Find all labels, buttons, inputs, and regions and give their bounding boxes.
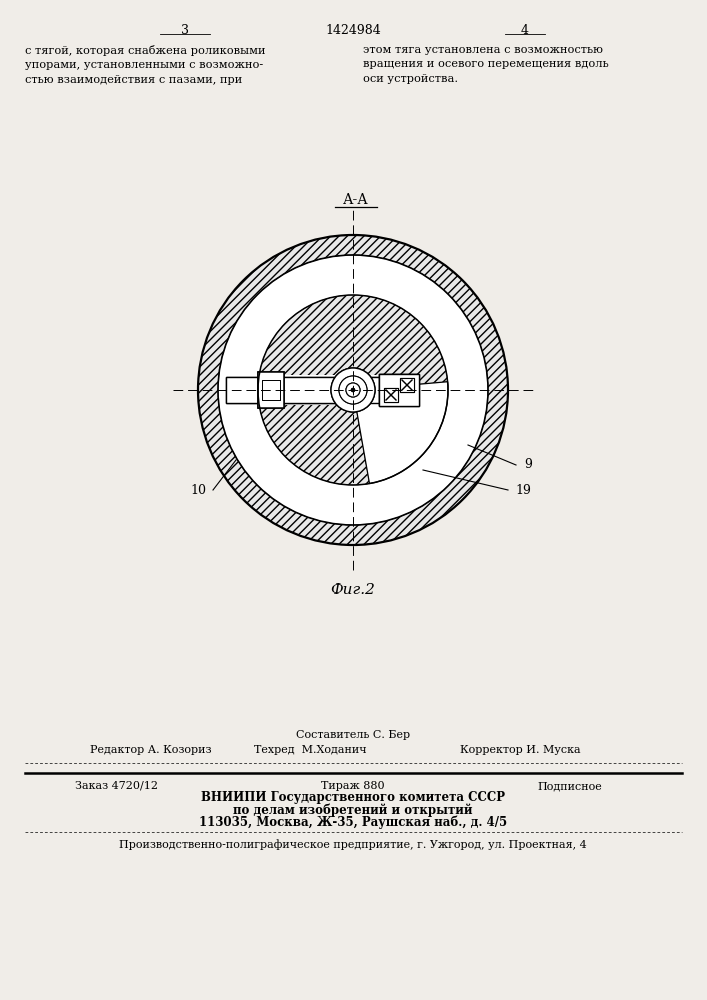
Wedge shape	[353, 382, 448, 484]
Text: 19: 19	[515, 484, 531, 496]
Text: этом тяга установлена с возможностью
вращения и осевого перемещения вдоль
oси ус: этом тяга установлена с возможностью вра…	[363, 45, 609, 84]
Text: 1424984: 1424984	[325, 23, 381, 36]
Text: ВНИИПИ Государственного комитета СССР: ВНИИПИ Государственного комитета СССР	[201, 792, 505, 804]
Bar	[262, 380, 280, 400]
Bar	[258, 372, 284, 408]
Circle shape	[351, 388, 355, 392]
Text: Подписное: Подписное	[537, 781, 602, 791]
Bar	[224, 375, 410, 405]
Circle shape	[331, 368, 375, 412]
Text: по делам изобретений и открытий: по делам изобретений и открытий	[233, 803, 473, 817]
Circle shape	[346, 383, 360, 397]
Bar	[400, 378, 414, 392]
Text: 3: 3	[181, 23, 189, 36]
Circle shape	[198, 235, 508, 545]
Wedge shape	[258, 295, 448, 485]
Text: Техред  М.Ходанич: Техред М.Ходанич	[254, 745, 366, 755]
Text: Корректор И. Муска: Корректор И. Муска	[460, 745, 580, 755]
Bar	[258, 372, 284, 408]
Bar	[226, 377, 408, 403]
Text: Заказ 4720/12: Заказ 4720/12	[75, 781, 158, 791]
Text: Фиг.2: Фиг.2	[331, 583, 375, 597]
Circle shape	[331, 368, 375, 412]
Text: Редактор А. Козориз: Редактор А. Козориз	[90, 745, 211, 755]
Text: 10: 10	[190, 484, 206, 496]
Bar	[379, 374, 419, 406]
Bar	[262, 380, 280, 400]
Bar	[384, 388, 398, 402]
Bar	[400, 378, 414, 392]
Text: 9: 9	[524, 458, 532, 472]
Bar	[379, 374, 419, 406]
Wedge shape	[353, 390, 370, 484]
Text: А-А: А-А	[343, 193, 369, 207]
Text: Тираж 880: Тираж 880	[321, 781, 385, 791]
Text: 4: 4	[521, 23, 529, 36]
Circle shape	[219, 256, 487, 524]
Circle shape	[339, 376, 367, 404]
Text: с тягой, которая снабжена роликовыми
упорами, установленными с возможно-
стью вз: с тягой, которая снабжена роликовыми упо…	[25, 45, 266, 85]
Bar	[379, 374, 419, 406]
Circle shape	[351, 388, 355, 392]
Text: 113035, Москва, Ж-35, Раушская наб., д. 4/5: 113035, Москва, Ж-35, Раушская наб., д. …	[199, 815, 507, 829]
Circle shape	[339, 376, 367, 404]
Text: Производственно-полиграфическое предприятие, г. Ужгород, ул. Проектная, 4: Производственно-полиграфическое предприя…	[119, 840, 587, 850]
Text: Составитель С. Бер: Составитель С. Бер	[296, 730, 410, 740]
Bar	[384, 388, 398, 402]
Bar	[226, 377, 408, 403]
Circle shape	[346, 383, 360, 397]
